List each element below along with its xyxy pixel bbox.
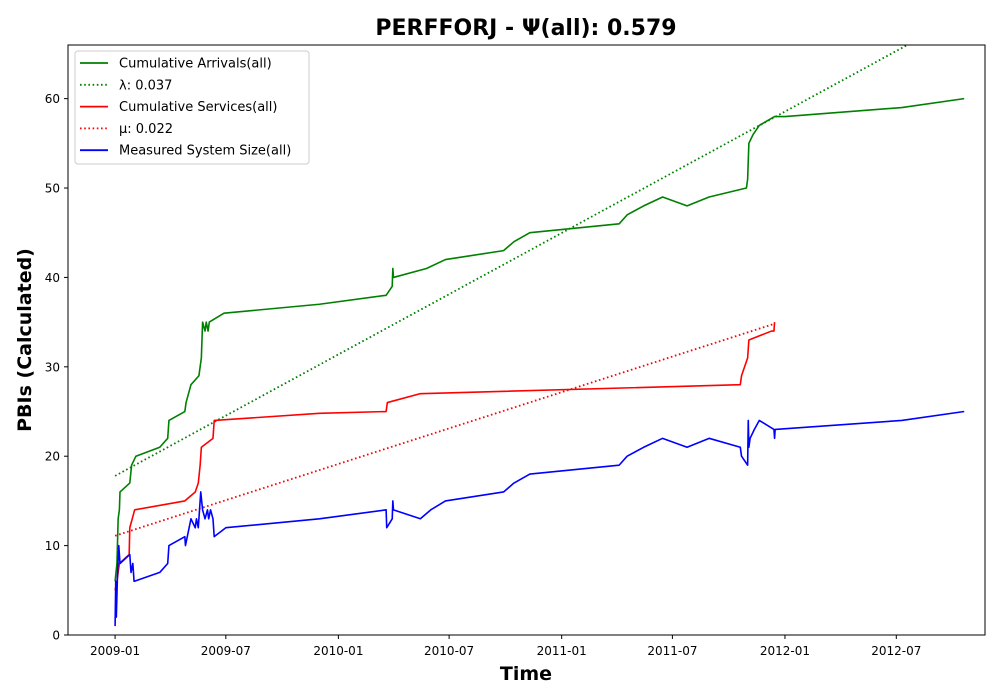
series-line-1 <box>114 45 908 477</box>
y-axis-label: PBIs (Calculated) <box>14 248 36 432</box>
y-tick-label: 50 <box>45 182 60 196</box>
y-tick-label: 60 <box>45 92 60 106</box>
x-tick-label: 2012-07 <box>871 644 921 658</box>
x-tick-label: 2011-01 <box>537 644 587 658</box>
legend-label: λ: 0.037 <box>119 78 172 93</box>
y-tick-label: 30 <box>45 360 60 374</box>
legend-label: μ: 0.022 <box>119 122 173 137</box>
series-line-4 <box>114 410 965 627</box>
x-tick-label: 2012-01 <box>760 644 810 658</box>
legend-label: Cumulative Arrivals(all) <box>119 57 272 72</box>
x-tick-label: 2010-07 <box>424 644 474 658</box>
series-line-3 <box>114 323 775 537</box>
x-tick-label: 2009-07 <box>201 644 251 658</box>
y-tick-label: 40 <box>45 271 60 285</box>
legend: Cumulative Arrivals(all) λ: 0.037 Cumulati… <box>74 50 310 165</box>
x-tick-label: 2011-07 <box>647 644 697 658</box>
x-tick-label: 2009-01 <box>90 644 140 658</box>
x-axis-label: Time <box>500 663 552 685</box>
series-line-2 <box>114 322 776 591</box>
plot-frame <box>67 44 986 636</box>
legend-label: Measured System Size(all) <box>119 144 291 159</box>
x-tick-label: 2010-01 <box>313 644 363 658</box>
axes-layer: 2009-01 2009-07 2010-01 2010-07 2011-01 2011-… <box>45 44 986 658</box>
series-line-0 <box>114 97 965 582</box>
y-tick-label: 10 <box>45 539 60 553</box>
legend-label: Cumulative Services(all) <box>119 100 277 115</box>
series-layer <box>114 45 965 627</box>
y-tick-label: 0 <box>52 629 60 643</box>
chart-title: PERFFORJ - Ψ(all): 0.579 <box>375 16 676 41</box>
legend-box <box>74 50 310 165</box>
y-tick-label: 20 <box>45 450 60 464</box>
